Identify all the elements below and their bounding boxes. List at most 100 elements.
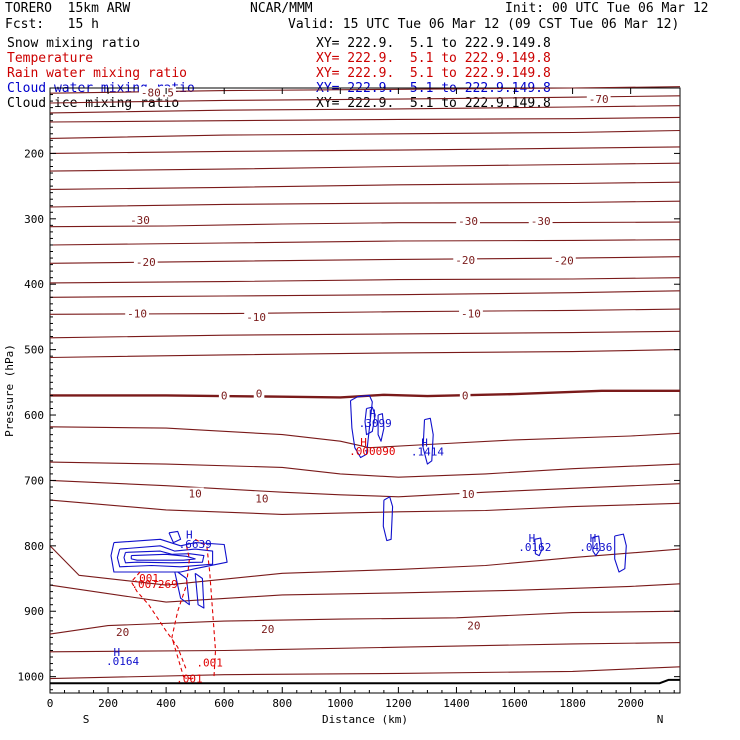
temperature-label: 0 <box>462 389 469 402</box>
x-tick-label: 1600 <box>501 697 528 710</box>
north-label: N <box>657 713 664 726</box>
temperature-contour <box>49 426 681 449</box>
ground-line <box>50 678 680 685</box>
rain-label: .001 <box>176 673 203 686</box>
cloud-water-contour <box>614 533 627 573</box>
cloud-water-contour <box>123 550 205 564</box>
temperature-contour <box>49 239 681 246</box>
x-tick-label: 1000 <box>327 697 354 710</box>
temperature-contour <box>49 610 681 635</box>
temperature-contour <box>49 200 681 208</box>
temperature-contour <box>49 181 681 190</box>
freezing-level-contour <box>50 389 680 399</box>
forecast-hour: Fcst: 15 h <box>5 17 99 32</box>
cloud-water-contour <box>592 535 601 557</box>
label-mask <box>528 214 553 226</box>
x-tick-label: 600 <box>214 697 234 710</box>
cloud-water-label: H <box>113 646 120 659</box>
temperature-contour <box>49 545 681 586</box>
cloud-water-contour <box>349 394 373 459</box>
temperature-contour <box>49 105 681 114</box>
temperature-contour <box>49 277 681 284</box>
rain-label: .001 <box>133 572 160 585</box>
x-tick-label: 1800 <box>559 697 586 710</box>
temperature-label: 0 <box>256 387 263 400</box>
field-xy: XY= 222.9. 5.1 to 222.9.149.8 <box>316 51 551 66</box>
cloud-water-contour <box>377 413 385 442</box>
y-tick-label: 300 <box>24 213 44 226</box>
temperature-contour <box>49 256 681 264</box>
cloud-water-contour <box>534 537 543 557</box>
label-mask <box>586 93 611 105</box>
y-tick-label: 800 <box>24 540 44 553</box>
label-mask <box>551 254 576 266</box>
temperature-contour <box>49 308 681 315</box>
label-mask <box>253 387 265 399</box>
label-mask <box>259 622 277 634</box>
temperature-label: 0 <box>221 389 228 402</box>
y-tick-label: 500 <box>24 344 44 357</box>
temperature-contour <box>49 330 681 339</box>
center-label: NCAR/MMM <box>250 1 313 16</box>
cloud-water-contour <box>110 538 228 573</box>
label-mask <box>459 488 477 500</box>
cloud-water-label: .3099 <box>359 417 392 430</box>
label-mask <box>133 255 158 267</box>
y-tick-label: 700 <box>24 474 44 487</box>
cloud-water-contour <box>194 572 205 609</box>
cloud-water-label: H <box>421 436 428 449</box>
y-tick-label: 200 <box>24 147 44 160</box>
temperature-label: -80.5 <box>141 87 174 100</box>
model-title: TORERO 15km ARW <box>5 1 131 16</box>
rain-contour <box>130 571 188 671</box>
label-mask <box>113 626 132 638</box>
temperature-label: -10 <box>127 308 147 321</box>
rain-label: H <box>360 436 367 449</box>
rain-contour <box>171 545 196 681</box>
label-mask <box>465 619 483 631</box>
temperature-label: -20 <box>455 254 475 267</box>
init-time: Init: 00 UTC Tue 06 Mar 12 <box>505 1 709 16</box>
temperature-contour <box>49 461 681 478</box>
temperature-contour <box>49 116 681 123</box>
temperature-label: -20 <box>554 255 574 268</box>
temperature-label: 20 <box>261 623 274 636</box>
valid-time: Valid: 15 UTC Tue 06 Mar 12 (09 CST Tue … <box>288 17 680 32</box>
field-name: Cloud ice mixing ratio <box>7 96 180 111</box>
field-name: Rain water mixing ratio <box>7 66 188 81</box>
temperature-label: -30 <box>531 215 551 228</box>
label-mask <box>218 389 230 401</box>
cloud-water-contour <box>364 406 376 436</box>
temperature-label: -20 <box>136 256 156 269</box>
temperature-label: -30 <box>458 215 478 228</box>
x-axis-label: Distance (km) <box>322 713 408 726</box>
y-axis-label: Pressure (hPa) <box>3 344 16 437</box>
temperature-label: -10 <box>246 311 266 324</box>
temperature-label: 10 <box>461 488 474 501</box>
temperature-label: 20 <box>116 626 129 639</box>
cloud-water-label: H <box>590 532 597 545</box>
temperature-contour <box>49 146 681 154</box>
temperature-contour <box>49 349 681 359</box>
cloud-water-label: H <box>369 408 376 421</box>
field-name: Snow mixing ratio <box>7 36 141 51</box>
south-label: S <box>83 713 90 726</box>
label-mask <box>138 86 176 98</box>
cloud-water-label: .1414 <box>411 446 444 459</box>
label-mask <box>128 214 152 226</box>
cloud-water-label: .0162 <box>518 541 551 554</box>
temperature-contour <box>49 129 681 139</box>
cloud-water-contour <box>168 530 182 544</box>
cloud-water-label: .0164 <box>106 655 139 668</box>
temperature-label: -70 <box>589 93 609 106</box>
temperature-contour <box>49 642 681 653</box>
label-mask <box>453 254 478 266</box>
temperature-contour <box>49 666 681 680</box>
label-mask <box>456 214 480 226</box>
field-name: Temperature <box>7 51 94 66</box>
label-mask <box>244 310 269 322</box>
y-tick-label: 900 <box>24 605 44 618</box>
temperature-contour <box>49 479 681 498</box>
temperature-label: -10 <box>461 308 481 321</box>
cloud-water-contour <box>116 545 214 568</box>
